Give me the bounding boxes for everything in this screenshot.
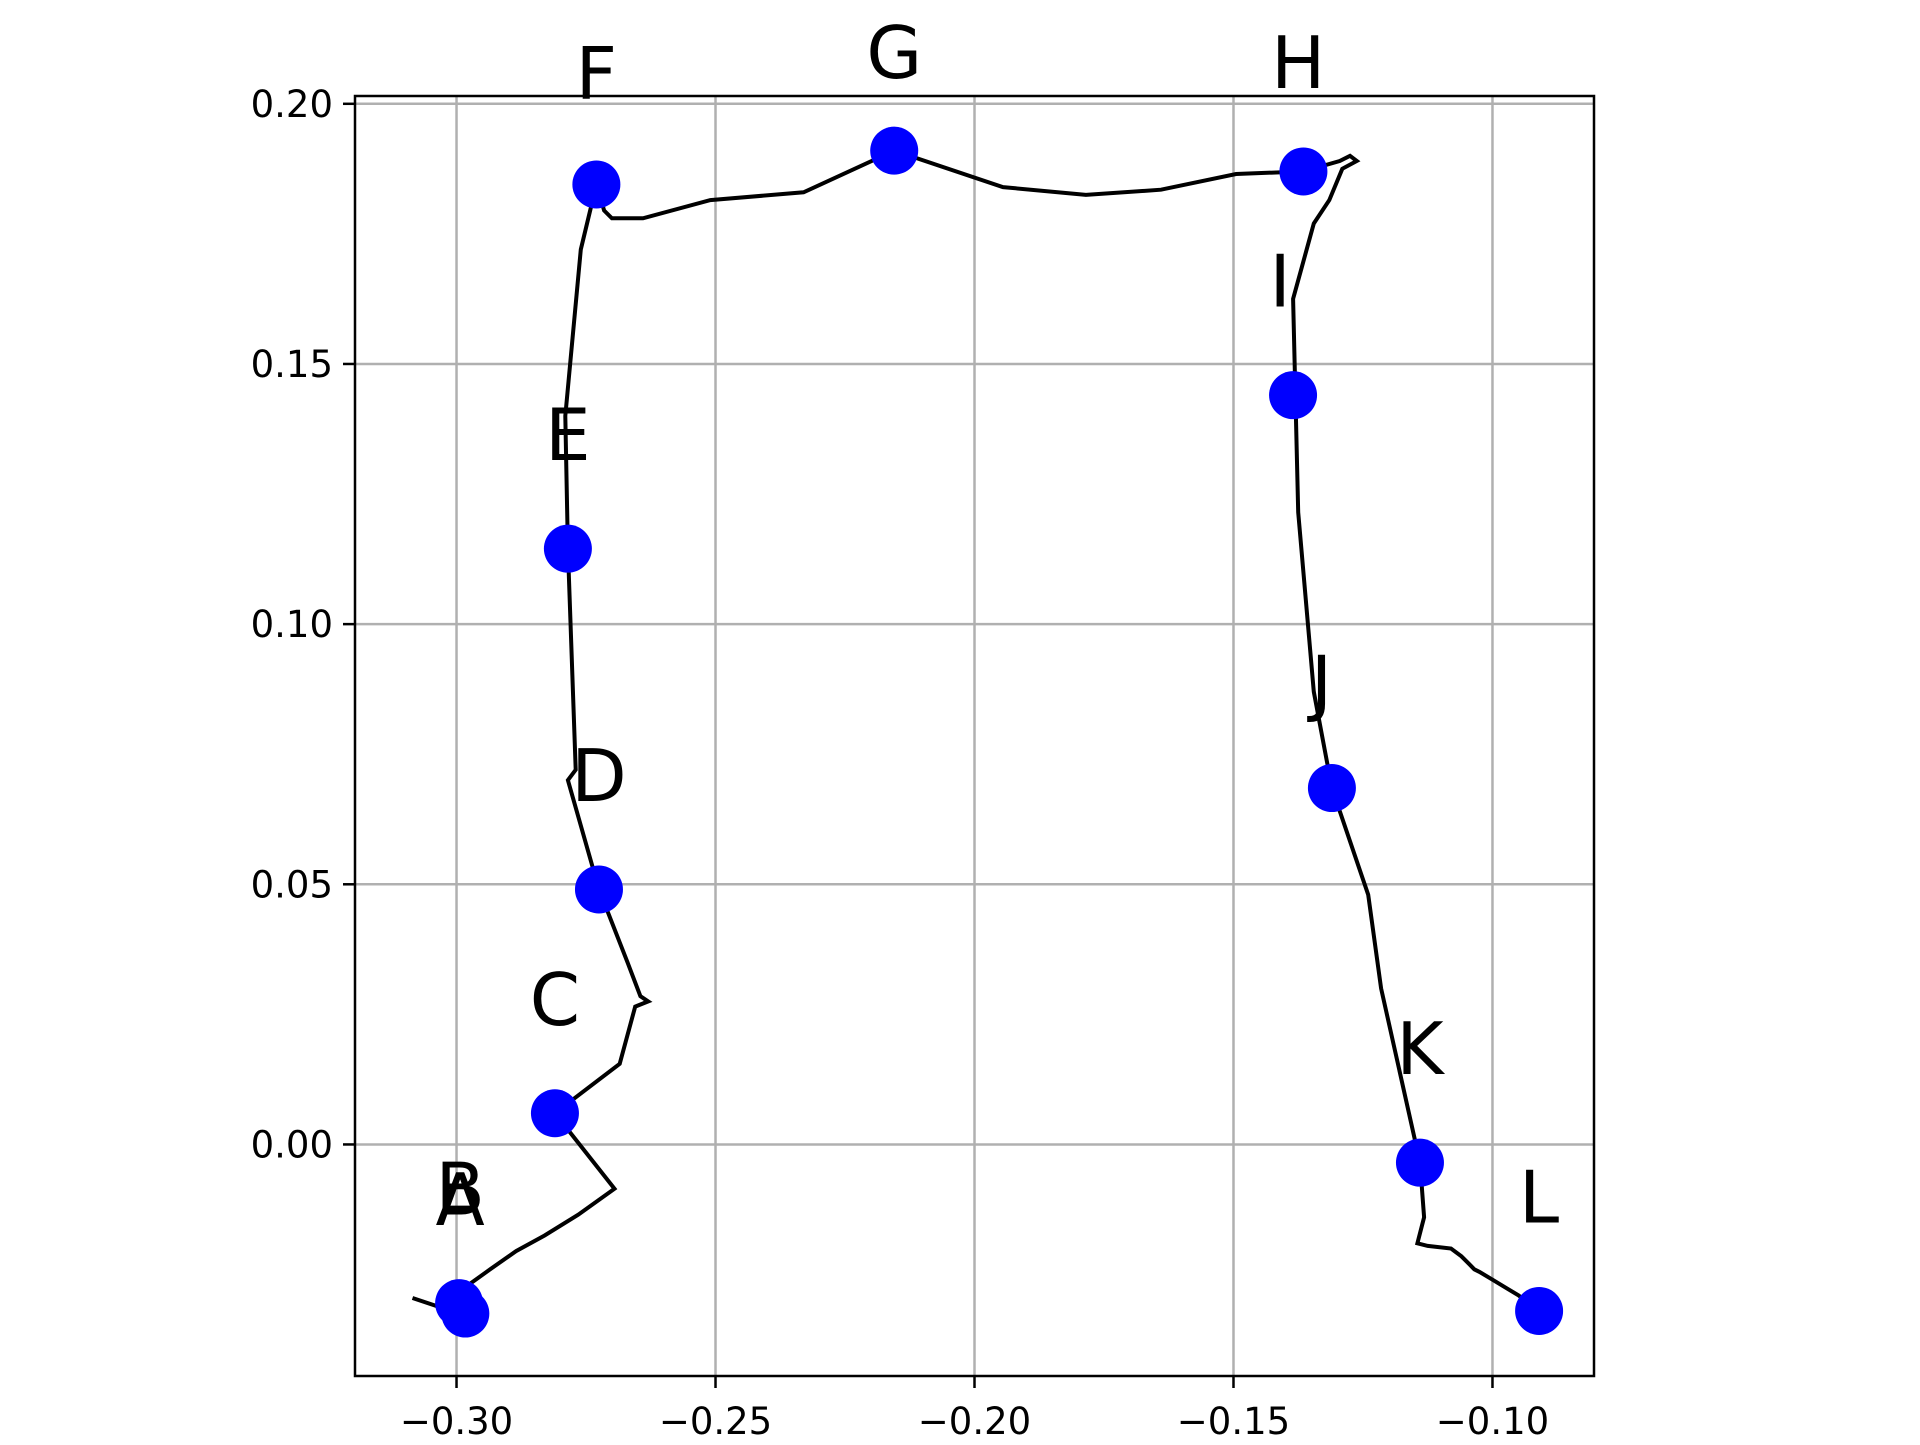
data-point-c <box>530 1089 579 1138</box>
point-label-f: F <box>576 32 617 116</box>
data-point-d <box>574 865 623 914</box>
y-tick-label: 0.20 <box>251 83 333 126</box>
data-point-e <box>543 524 592 573</box>
point-label-l: L <box>1519 1156 1559 1240</box>
point-label-a: A <box>436 1158 485 1242</box>
data-point-b <box>435 1279 484 1328</box>
point-label-k: K <box>1396 1007 1445 1091</box>
point-label-i: I <box>1269 240 1290 324</box>
trajectory-line <box>411 148 1541 1323</box>
data-point-h <box>1279 147 1328 196</box>
data-point-f <box>572 160 621 209</box>
point-label-g: G <box>866 11 922 95</box>
point-label-j: J <box>1307 640 1332 724</box>
point-label-d: D <box>571 734 626 818</box>
point-labels: AB C D E F G H I J KL <box>435 11 1559 1242</box>
grid <box>355 96 1594 1376</box>
y-tick-label: 0.00 <box>251 1123 333 1166</box>
y-tick-label: 0.15 <box>251 343 333 386</box>
data-point-g <box>870 126 919 175</box>
axes: −0.30 −0.25 −0.20 −0.15 −0.10 0.00 0.05 0.10 0.1… <box>251 83 1596 1443</box>
data-point-i <box>1269 371 1318 420</box>
x-tick-label: −0.20 <box>918 1400 1031 1440</box>
point-label-h: H <box>1271 21 1325 105</box>
data-point-j <box>1307 764 1356 813</box>
point-label-b: B <box>435 1148 484 1232</box>
point-label-c: C <box>530 958 580 1042</box>
y-tick-label: 0.10 <box>251 603 333 646</box>
trace-layer <box>411 148 1541 1323</box>
x-tick-label: −0.15 <box>1177 1400 1290 1440</box>
x-tick-label: −0.10 <box>1436 1400 1549 1440</box>
x-tick-label: −0.30 <box>400 1400 513 1440</box>
x-tick-label: −0.25 <box>659 1400 772 1440</box>
data-point-l <box>1515 1286 1564 1335</box>
point-label-e: E <box>545 393 591 477</box>
data-points <box>435 126 1564 1338</box>
y-tick-label: 0.05 <box>251 863 333 906</box>
data-point-k <box>1395 1138 1444 1187</box>
